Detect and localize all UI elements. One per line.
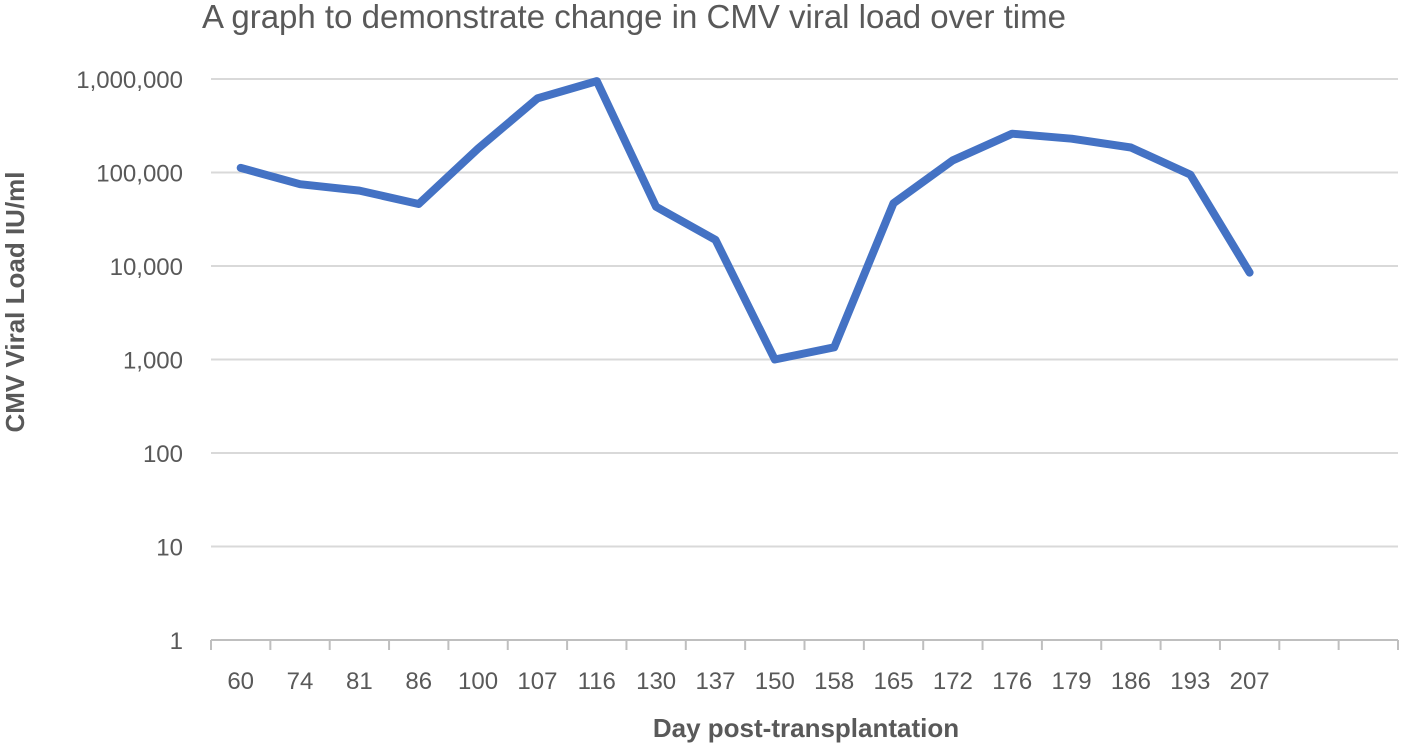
y-tick-label: 10 — [156, 535, 183, 562]
x-axis-title: Day post-transplantation — [653, 713, 959, 743]
x-tick-label: 186 — [1111, 668, 1151, 695]
x-tick-label: 179 — [1052, 668, 1092, 695]
x-tick-label: 150 — [755, 668, 795, 695]
x-tick-label: 176 — [992, 668, 1032, 695]
y-tick-label: 1,000 — [123, 348, 183, 375]
x-tick-label: 172 — [933, 668, 973, 695]
x-tick-labels: 60 74 81 86 100 107 116 130 137 150 158 165 172 176 17… — [227, 668, 1269, 695]
x-tick-label: 86 — [405, 668, 432, 695]
x-tick-label: 74 — [287, 668, 314, 695]
y-axis-title: CMV Viral Load IU/ml — [0, 171, 30, 432]
x-tick-label: 158 — [814, 668, 854, 695]
gridlines — [211, 78, 1398, 641]
y-tick-label: 1,000,000 — [76, 67, 183, 94]
y-tick-label: 100,000 — [96, 161, 183, 188]
y-tick-labels: 1 10 100 1,000 10,000 100,000 1,000,000 — [76, 67, 183, 655]
x-tick-label: 81 — [346, 668, 373, 695]
x-tick-label: 207 — [1230, 668, 1270, 695]
viral-load-series-line — [236, 77, 1254, 364]
y-tick-label: 10,000 — [110, 254, 183, 281]
x-tick-label: 116 — [578, 668, 616, 695]
y-tick-label: 100 — [143, 441, 183, 468]
x-tick-label: 107 — [517, 668, 557, 695]
x-tick-label: 60 — [227, 668, 254, 695]
x-tick-label: 165 — [874, 668, 914, 695]
chart-title: A graph to demonstrate change in CMV vir… — [202, 0, 1066, 35]
x-tick-label: 193 — [1170, 668, 1210, 695]
x-tick-marks — [210, 640, 1399, 650]
x-tick-label: 100 — [458, 668, 498, 695]
x-tick-label: 137 — [695, 668, 735, 695]
y-tick-label: 1 — [170, 628, 183, 655]
x-tick-label: 130 — [636, 668, 676, 695]
